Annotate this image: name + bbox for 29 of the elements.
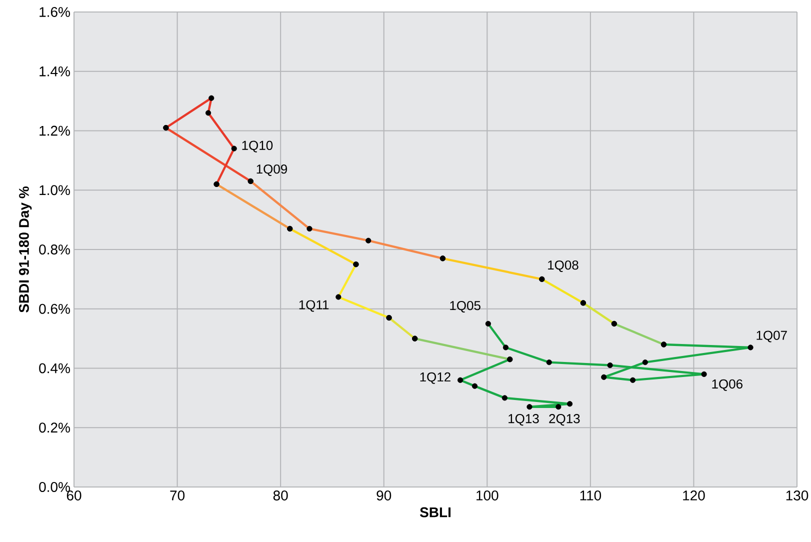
y-tick-label: 0.6% [39, 304, 70, 314]
annotation: 1Q10 [242, 140, 273, 152]
annotation: 1Q12 [420, 372, 450, 384]
x-tick-label: 130 [786, 490, 808, 500]
y-tick-label: 1.0% [40, 185, 70, 196]
y-axis-title: SBDI 91-180 Day % [19, 186, 32, 313]
x-tick-label: 90 [376, 490, 392, 500]
y-tick-label: 0.2% [39, 422, 70, 433]
annotation: 1Q07 [756, 330, 787, 342]
annotation: 1Q06 [712, 379, 742, 391]
y-tick-label: 1.2% [40, 126, 70, 136]
y-tick-label: 0.8% [39, 244, 70, 254]
y-tick-label: 1.6% [40, 7, 70, 17]
annotation: 1Q05 [450, 300, 480, 313]
annotation: 1Q09 [256, 164, 288, 176]
y-tick-label: 1.4% [40, 66, 70, 76]
x-tick-label: 70 [170, 490, 185, 500]
x-tick-label: 100 [476, 490, 498, 500]
y-tick-label: 0.0% [39, 482, 70, 492]
annotation: 1Q08 [548, 260, 578, 272]
x-tick-label: 80 [273, 490, 288, 500]
x-axis-title: SBLI [420, 507, 451, 518]
annotation: 1Q13 [508, 414, 539, 426]
x-tick-label: 60 [66, 490, 82, 500]
annotation: 1Q11 [299, 300, 329, 312]
x-tick-label: 110 [580, 490, 602, 500]
annotation: 2Q13 [549, 414, 580, 426]
x-tick-label: 120 [683, 490, 705, 500]
y-tick-label: 0.4% [39, 363, 70, 374]
